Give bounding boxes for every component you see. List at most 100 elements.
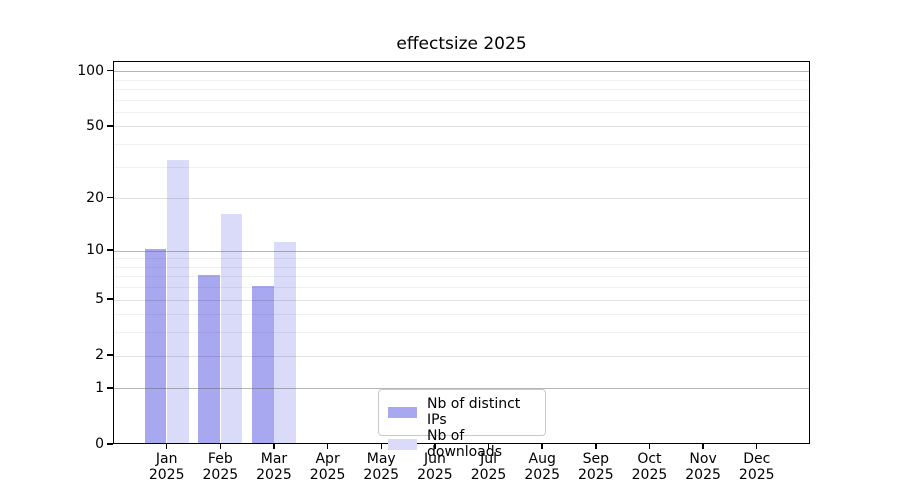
bar-downloads-feb: [220, 213, 243, 443]
x-tick-year: 2025: [631, 467, 668, 483]
y-tick-mark-10: [107, 249, 113, 251]
gridline-minor-90: [114, 79, 809, 81]
legend-item-downloads: Nb of downloads: [388, 428, 536, 460]
gridline-minor-70: [114, 99, 809, 101]
x-tick-mark-oct: [648, 444, 651, 449]
gridline-5: [114, 299, 809, 301]
bar-ips-jan: [144, 249, 167, 443]
chart-title: effectsize 2025: [396, 34, 527, 54]
grid-layer: [114, 62, 809, 443]
x-tick-mark-dec: [755, 444, 758, 449]
x-tick-mark-mar: [273, 444, 275, 449]
x-tick-mark-aug: [541, 444, 543, 449]
gridline-minor-8: [114, 266, 809, 268]
x-tick-label-nov: Nov 2025: [671, 451, 735, 483]
x-tick-label-mar: Mar 2025: [242, 451, 306, 483]
x-tick-month: Jan: [155, 451, 178, 467]
x-tick-mark-sep: [595, 444, 597, 449]
gridline-20: [114, 198, 809, 200]
x-tick-year: 2025: [470, 467, 507, 483]
x-tick-month: Jul: [480, 451, 497, 467]
x-tick-month: Aug: [528, 451, 556, 467]
x-tick-mark-nov: [702, 444, 704, 449]
gridline-minor-60: [114, 111, 809, 113]
y-tick-mark-100: [107, 69, 113, 72]
gridline-minor-9: [114, 258, 809, 260]
bar-ips-feb: [198, 274, 221, 443]
bar-downloads-mar: [274, 242, 297, 443]
gridline-minor-80: [114, 89, 809, 91]
y-tick-label-1: 1: [95, 379, 104, 396]
x-tick-label-oct: Oct 2025: [617, 451, 681, 483]
x-tick-label-feb: Feb 2025: [188, 451, 252, 483]
y-tick-mark-1: [107, 387, 113, 389]
y-tick-mark-0: [107, 443, 113, 445]
x-tick-label-jan: Jan 2025: [135, 451, 199, 483]
y-tick-label-10: 10: [86, 242, 104, 259]
x-tick-month: Apr: [315, 451, 340, 467]
gridline-50: [114, 126, 809, 128]
x-tick-year: 2025: [202, 467, 239, 483]
x-tick-mark-jun: [434, 444, 436, 449]
x-tick-year: 2025: [148, 467, 185, 483]
y-tick-label-0: 0: [95, 436, 104, 452]
y-tick-label-50: 50: [86, 117, 104, 134]
gridline-2: [114, 355, 809, 357]
bar-downloads-jan: [167, 160, 189, 443]
x-tick-mark-apr: [326, 444, 329, 449]
x-tick-month: Dec: [743, 451, 771, 467]
y-tick-label-100: 100: [77, 62, 104, 79]
y-tick-mark-2: [107, 354, 113, 356]
legend-swatch-downloads: [388, 438, 417, 450]
x-tick-month: Jun: [423, 451, 446, 467]
x-tick-mark-jul: [487, 444, 490, 449]
x-tick-month: Sep: [582, 451, 609, 467]
gridline-minor-7: [114, 276, 809, 278]
legend-swatch-distinct-ips: [388, 406, 417, 418]
x-tick-label-apr: Apr 2025: [296, 451, 360, 483]
plot-area: [113, 61, 810, 444]
x-tick-label-jun: Jun 2025: [403, 451, 467, 483]
y-tick-mark-5: [107, 298, 113, 300]
legend-label-distinct-ips: Nb of distinct IPs: [427, 396, 521, 428]
x-tick-label-sep: Sep 2025: [564, 451, 628, 483]
x-tick-year: 2025: [577, 467, 614, 483]
x-tick-mark-may: [380, 444, 382, 449]
bar-ips-mar: [251, 285, 274, 443]
x-tick-mark-feb: [219, 444, 222, 449]
legend-item-distinct-ips: Nb of distinct IPs: [388, 396, 536, 428]
y-tick-label-5: 5: [95, 291, 104, 308]
x-tick-label-aug: Aug 2025: [510, 451, 574, 483]
x-tick-label-may: May 2025: [349, 451, 413, 483]
x-tick-year: 2025: [256, 467, 292, 483]
x-tick-label-dec: Dec 2025: [725, 451, 789, 483]
x-tick-year: 2025: [685, 467, 721, 483]
x-tick-label-jul: Jul 2025: [457, 451, 521, 483]
x-tick-month: Nov: [689, 451, 717, 467]
x-tick-month: Oct: [637, 451, 662, 467]
x-tick-month: Mar: [260, 451, 288, 467]
bars-layer: [114, 62, 809, 443]
y-tick-label-20: 20: [86, 189, 104, 206]
x-tick-month: May: [366, 451, 396, 467]
x-tick-month: Feb: [207, 451, 233, 467]
x-tick-year: 2025: [417, 467, 453, 483]
gridline-minor-40: [114, 144, 809, 146]
x-tick-year: 2025: [363, 467, 400, 483]
legend: Nb of distinct IPs Nb of downloads: [378, 389, 546, 460]
x-tick-year: 2025: [738, 467, 775, 483]
gridline-100: [114, 71, 809, 73]
gridline-minor-30: [114, 166, 809, 168]
gridline-10: [114, 250, 809, 252]
x-tick-year: 2025: [309, 467, 346, 483]
legend-label-downloads: Nb of downloads: [427, 428, 502, 460]
y-tick-mark-20: [107, 196, 113, 199]
gridline-minor-6: [114, 287, 809, 289]
x-tick-mark-jan: [165, 444, 168, 449]
gridline-minor-4: [114, 314, 809, 316]
y-tick-mark-50: [107, 125, 113, 127]
x-tick-year: 2025: [524, 467, 560, 483]
y-tick-label-2: 2: [95, 347, 104, 364]
gridline-minor-3: [114, 332, 809, 334]
